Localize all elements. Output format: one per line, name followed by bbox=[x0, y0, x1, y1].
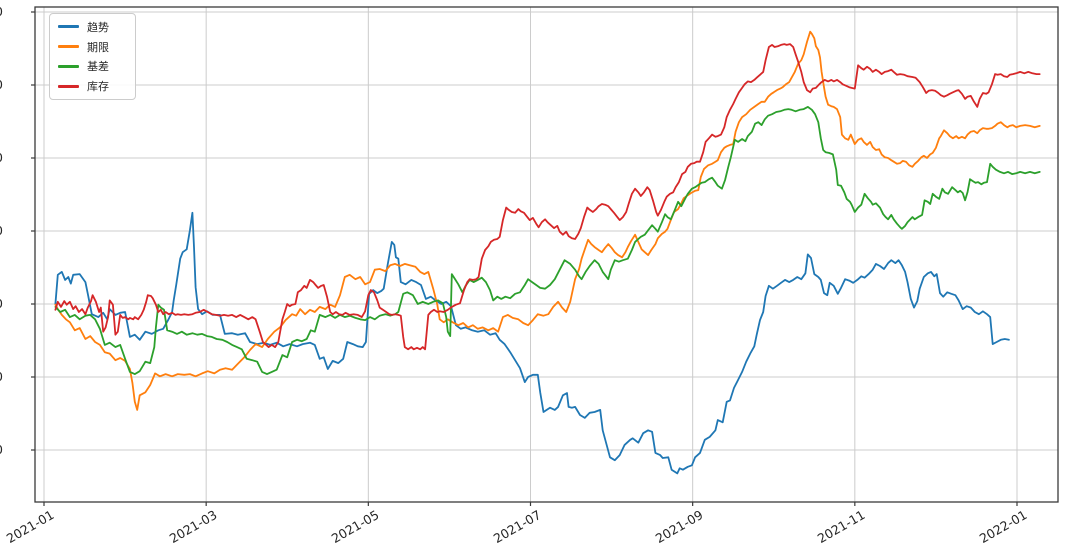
legend-item-basis: 基差 bbox=[58, 58, 127, 74]
legend-label-basis: 基差 bbox=[87, 60, 109, 74]
series-line-term-structure bbox=[54, 30, 1041, 411]
legend-line-swatch-term-structure bbox=[58, 45, 79, 49]
y-tick-label-clipped: 0 bbox=[0, 4, 7, 19]
legend-label-inventory: 库存 bbox=[87, 80, 109, 94]
y-tick-label-clipped: 0 bbox=[0, 369, 7, 384]
y-tick-label-clipped: 0 bbox=[0, 296, 7, 311]
y-tick-label-clipped: 0 bbox=[0, 77, 7, 92]
series-line-trend bbox=[54, 211, 1010, 475]
y-tick-label-clipped: 0 bbox=[0, 442, 7, 457]
legend-label-trend: 趋势 bbox=[87, 20, 109, 34]
series-line-inventory bbox=[54, 43, 1041, 351]
legend-item-inventory: 库存 bbox=[58, 78, 127, 94]
legend-line-swatch-trend bbox=[58, 25, 79, 29]
y-tick-label-clipped: 0 bbox=[0, 150, 7, 165]
legend-item-trend: 趋势 bbox=[58, 19, 127, 35]
y-tick-label-clipped: 0 bbox=[0, 223, 7, 238]
legend-line-swatch-inventory bbox=[58, 84, 79, 88]
legend-item-term-structure: 期限 bbox=[58, 39, 127, 55]
axes-frame bbox=[34, 6, 1059, 503]
legend: 趋势 期限 基差 库存 bbox=[49, 13, 136, 100]
legend-line-swatch-basis bbox=[58, 64, 79, 68]
series-line-basis bbox=[54, 106, 1041, 376]
legend-label-term-structure: 期限 bbox=[87, 40, 109, 54]
